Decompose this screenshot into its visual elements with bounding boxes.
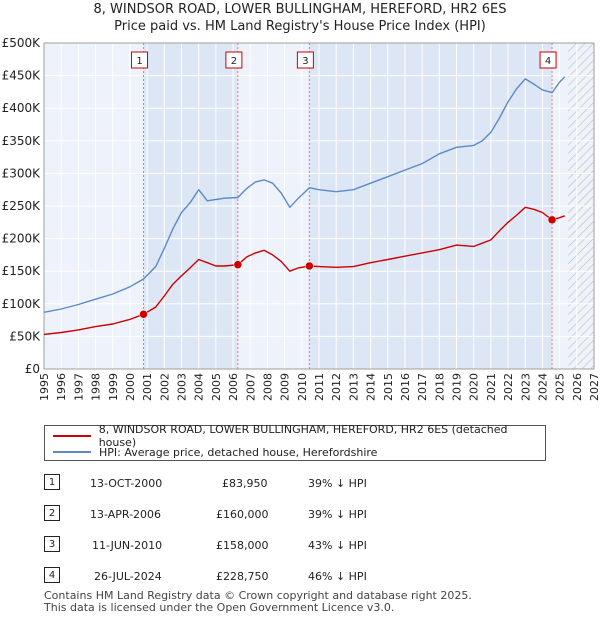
sale-hpi-diff: 39% ↓ HPI xyxy=(308,477,367,490)
y-tick-label: £350K xyxy=(2,134,42,148)
sale-number-badge: 2 xyxy=(44,505,60,521)
x-tick-label: 2013 xyxy=(347,373,360,401)
x-tick-label: 2018 xyxy=(433,373,446,401)
sale-label-number: 3 xyxy=(302,56,308,67)
chart-title: 8, WINDSOR ROAD, LOWER BULLINGHAM, HEREF… xyxy=(93,2,507,17)
x-tick-label: 1995 xyxy=(38,373,51,401)
sale-price: £228,750 xyxy=(216,570,269,583)
sale-number-badge: 1 xyxy=(44,474,60,490)
x-tick-label: 2010 xyxy=(296,373,309,401)
sale-label-number: 1 xyxy=(136,56,142,67)
y-tick-label: £400K xyxy=(2,101,42,115)
x-tick-label: 2016 xyxy=(399,373,412,401)
sale-date: 13-APR-2006 xyxy=(90,508,162,521)
sale-price: £83,950 xyxy=(222,477,268,490)
legend-label-hpi: HPI: Average price, detached house, Here… xyxy=(99,445,378,459)
legend-swatch-hpi xyxy=(53,451,91,453)
legend-label-property: 8, WINDSOR ROAD, LOWER BULLINGHAM, HEREF… xyxy=(98,423,508,449)
sale-label-number: 2 xyxy=(231,56,237,67)
y-tick-label: £250K xyxy=(2,199,42,213)
legend-item-hpi: HPI: Average price, detached house, Here… xyxy=(53,444,377,460)
footer-copyright: Contains HM Land Registry data © Crown c… xyxy=(44,589,472,602)
x-tick-label: 2009 xyxy=(279,373,292,401)
x-tick-label: 2019 xyxy=(451,373,464,401)
x-tick-label: 1998 xyxy=(90,373,103,401)
x-tick-label: 2008 xyxy=(261,373,274,401)
sale-number-badge: 3 xyxy=(44,536,60,552)
sale-price: £160,000 xyxy=(216,508,269,521)
sale-point xyxy=(233,260,243,269)
x-tick-label: 2006 xyxy=(227,373,240,401)
x-tick-label: 2002 xyxy=(158,373,171,401)
sale-row: 3 11-JUN-2010 £158,000 43% ↓ HPI xyxy=(44,536,444,556)
sale-hpi-diff: 43% ↓ HPI xyxy=(308,539,367,552)
x-tick-label: 2020 xyxy=(468,373,481,401)
sale-date: 11-JUN-2010 xyxy=(92,539,163,552)
x-tick-label: 2015 xyxy=(382,373,395,401)
y-tick-label: £50K xyxy=(9,329,41,343)
x-tick-label: 2025 xyxy=(554,373,567,401)
hpi-line xyxy=(43,76,566,313)
x-tick-label: 2001 xyxy=(141,373,154,401)
sale-label-box xyxy=(539,51,557,69)
x-tick-label: 2012 xyxy=(330,373,343,401)
y-tick-label: £0 xyxy=(25,362,40,376)
sale-point xyxy=(139,310,148,319)
y-tick-label: £200K xyxy=(2,232,42,246)
x-tick-label: 1999 xyxy=(107,373,120,401)
y-tick-label: £450K xyxy=(2,69,42,83)
legend: 8, WINDSOR ROAD, LOWER BULLINGHAM, HEREF… xyxy=(44,423,546,461)
x-tick-label: 2024 xyxy=(536,373,549,401)
sale-label-box xyxy=(131,51,149,69)
sale-row: 1 13-OCT-2000 £83,950 39% ↓ HPI xyxy=(44,474,444,494)
y-tick-label: £100K xyxy=(2,297,42,311)
legend-item-property: 8, WINDSOR ROAD, LOWER BULLINGHAM, HEREF… xyxy=(53,423,545,449)
sale-number-badge: 4 xyxy=(44,567,60,583)
x-tick-label: 2021 xyxy=(485,373,498,401)
x-tick-label: 2027 xyxy=(588,373,600,401)
x-tick-label: 2026 xyxy=(571,373,584,401)
x-tick-label: 2022 xyxy=(502,373,515,401)
sale-row: 2 13-APR-2006 £160,000 39% ↓ HPI xyxy=(44,505,444,525)
sale-row: 4 26-JUL-2024 £228,750 46% ↓ HPI xyxy=(44,567,444,587)
price-chart: £0 £50K £100K £150K £200K £250K £300K £350K £400… xyxy=(2,36,600,401)
property-price-line xyxy=(43,206,566,336)
y-tick-label: £150K xyxy=(2,264,42,278)
x-tick-label: 2017 xyxy=(416,373,429,401)
sale-price: £158,000 xyxy=(216,539,269,552)
x-tick-label: 2004 xyxy=(193,373,206,401)
y-tick-label: £300K xyxy=(2,166,42,180)
x-tick-label: 2007 xyxy=(244,373,257,401)
plot-frame xyxy=(43,42,595,370)
x-tick-label: 1996 xyxy=(55,373,68,401)
sale-date: 13-OCT-2000 xyxy=(90,477,163,490)
sale-label-box xyxy=(225,51,243,69)
x-tick-label: 2011 xyxy=(313,373,326,401)
sale-hpi-diff: 39% ↓ HPI xyxy=(308,508,367,521)
x-tick-label: 2005 xyxy=(210,373,223,401)
x-tick-label: 2003 xyxy=(176,373,189,401)
sale-label-number: 4 xyxy=(545,56,551,67)
sale-point xyxy=(547,215,557,225)
sale-date: 26-JUL-2024 xyxy=(94,570,162,583)
y-tick-label: £500K xyxy=(2,36,42,50)
x-tick-label: 2000 xyxy=(124,373,137,401)
x-tick-label: 2014 xyxy=(365,373,378,401)
sale-point xyxy=(305,261,314,271)
sale-hpi-diff: 46% ↓ HPI xyxy=(308,570,367,583)
x-tick-label: 2023 xyxy=(519,373,532,401)
sale-label-box xyxy=(296,51,314,69)
chart-subtitle: Price paid vs. HM Land Registry's House … xyxy=(114,19,486,34)
footer-licence: This data is licensed under the Open Gov… xyxy=(44,601,395,614)
x-tick-label: 1997 xyxy=(72,373,85,401)
legend-swatch-property xyxy=(53,435,91,437)
